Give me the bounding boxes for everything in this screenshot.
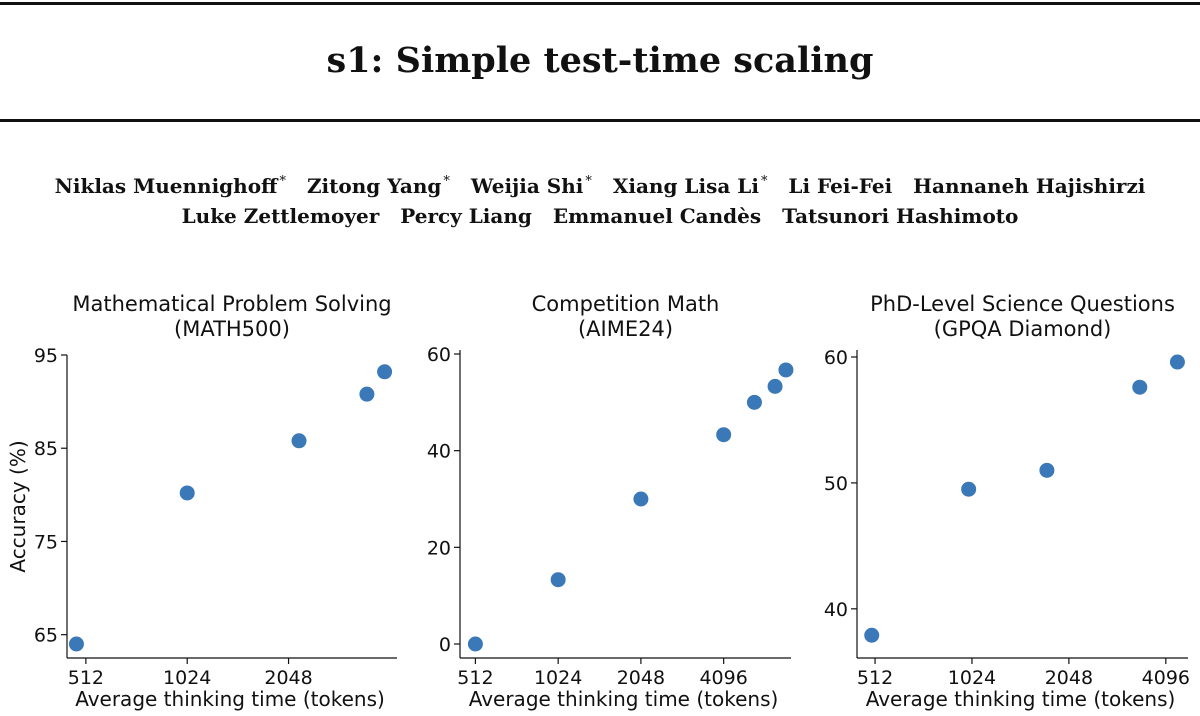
data-point — [359, 386, 375, 402]
author: Luke Zettlemoyer — [181, 204, 380, 228]
top-rule — [0, 2, 1200, 5]
x-tick-label: 512 — [857, 667, 893, 689]
x-axis-label: Average thinking time (tokens) — [866, 687, 1176, 711]
chart-subtitle: (AIME24) — [578, 317, 673, 341]
x-tick-label: 2048 — [264, 667, 312, 689]
author: Zitong Yang * — [306, 174, 450, 198]
y-tick-label: 85 — [34, 438, 58, 460]
data-point — [961, 481, 977, 497]
author: Percy Liang — [400, 204, 532, 228]
aime24-chart: Competition Math(AIME24) 0 20 40 60 512 1024 20… — [427, 292, 794, 711]
chart-title: Mathematical Problem Solving — [72, 292, 391, 316]
x-axis-label: Average thinking time (tokens) — [469, 687, 779, 711]
author: Li Fei-Fei — [788, 174, 893, 198]
x-tick-label: 2048 — [617, 667, 665, 689]
data-point — [1169, 354, 1185, 370]
y-tick-label: 60 — [824, 347, 848, 369]
chart-subtitle: (GPQA Diamond) — [934, 317, 1112, 341]
data-point — [778, 362, 794, 378]
x-axis-label: Average thinking time (tokens) — [75, 687, 385, 711]
author: Niklas Muennighoff * — [54, 174, 286, 198]
data-point — [377, 364, 393, 380]
y-tick-label: 60 — [427, 344, 451, 366]
data-point — [291, 433, 307, 449]
chart-title: Competition Math — [532, 292, 720, 316]
x-tick-label: 2048 — [1045, 667, 1093, 689]
data-point — [716, 427, 732, 443]
y-tick-label: 65 — [34, 625, 58, 647]
data-point — [633, 491, 649, 507]
x-tick-label: 512 — [68, 667, 104, 689]
data-point — [767, 378, 783, 394]
y-tick-label: 40 — [824, 599, 848, 621]
author: Hannaneh Hajishirzi — [913, 174, 1146, 198]
data-point — [68, 636, 84, 652]
author: Emmanuel Candès — [552, 204, 762, 228]
author: Tatsunori Hashimoto — [782, 204, 1019, 228]
data-point — [179, 485, 195, 501]
authors-line-2: Luke Zettlemoyer Percy Liang Emmanuel Ca… — [0, 204, 1200, 228]
x-tick-label: 4096 — [699, 667, 747, 689]
data-point — [467, 636, 483, 652]
data-point — [1039, 462, 1055, 478]
y-tick-label: 0 — [439, 634, 451, 656]
y-axis-label: Accuracy (%) — [6, 440, 30, 572]
data-point — [746, 394, 762, 410]
x-tick-label: 1024 — [948, 667, 996, 689]
y-tick-label: 75 — [34, 531, 58, 553]
paper-title: s1: Simple test-time scaling — [326, 40, 874, 81]
chart-subtitle: (MATH500) — [174, 317, 290, 341]
y-tick-label: 50 — [824, 473, 848, 495]
y-tick-label: 40 — [427, 441, 451, 463]
x-tick-label: 4096 — [1142, 667, 1190, 689]
data-point — [550, 572, 566, 588]
y-tick-label: 95 — [34, 345, 58, 367]
x-tick-label: 1024 — [163, 667, 211, 689]
author: Weijia Shi * — [470, 174, 592, 198]
y-tick-label: 20 — [427, 537, 451, 559]
bottom-rule — [0, 119, 1200, 122]
gpqa-diamond-chart: PhD-Level Science Questions(GPQA Diamond… — [824, 292, 1190, 711]
x-tick-label: 512 — [457, 667, 493, 689]
data-point — [864, 627, 880, 643]
authors-line-1: Niklas Muennighoff * Zitong Yang * Weijia … — [0, 174, 1200, 198]
data-point — [1132, 379, 1148, 395]
author: Xiang Lisa Li * — [612, 174, 768, 198]
chart-title: PhD-Level Science Questions — [870, 292, 1175, 316]
x-tick-label: 1024 — [534, 667, 582, 689]
math500-chart: Mathematical Problem Solving(MATH500) 65 7… — [6, 292, 397, 711]
